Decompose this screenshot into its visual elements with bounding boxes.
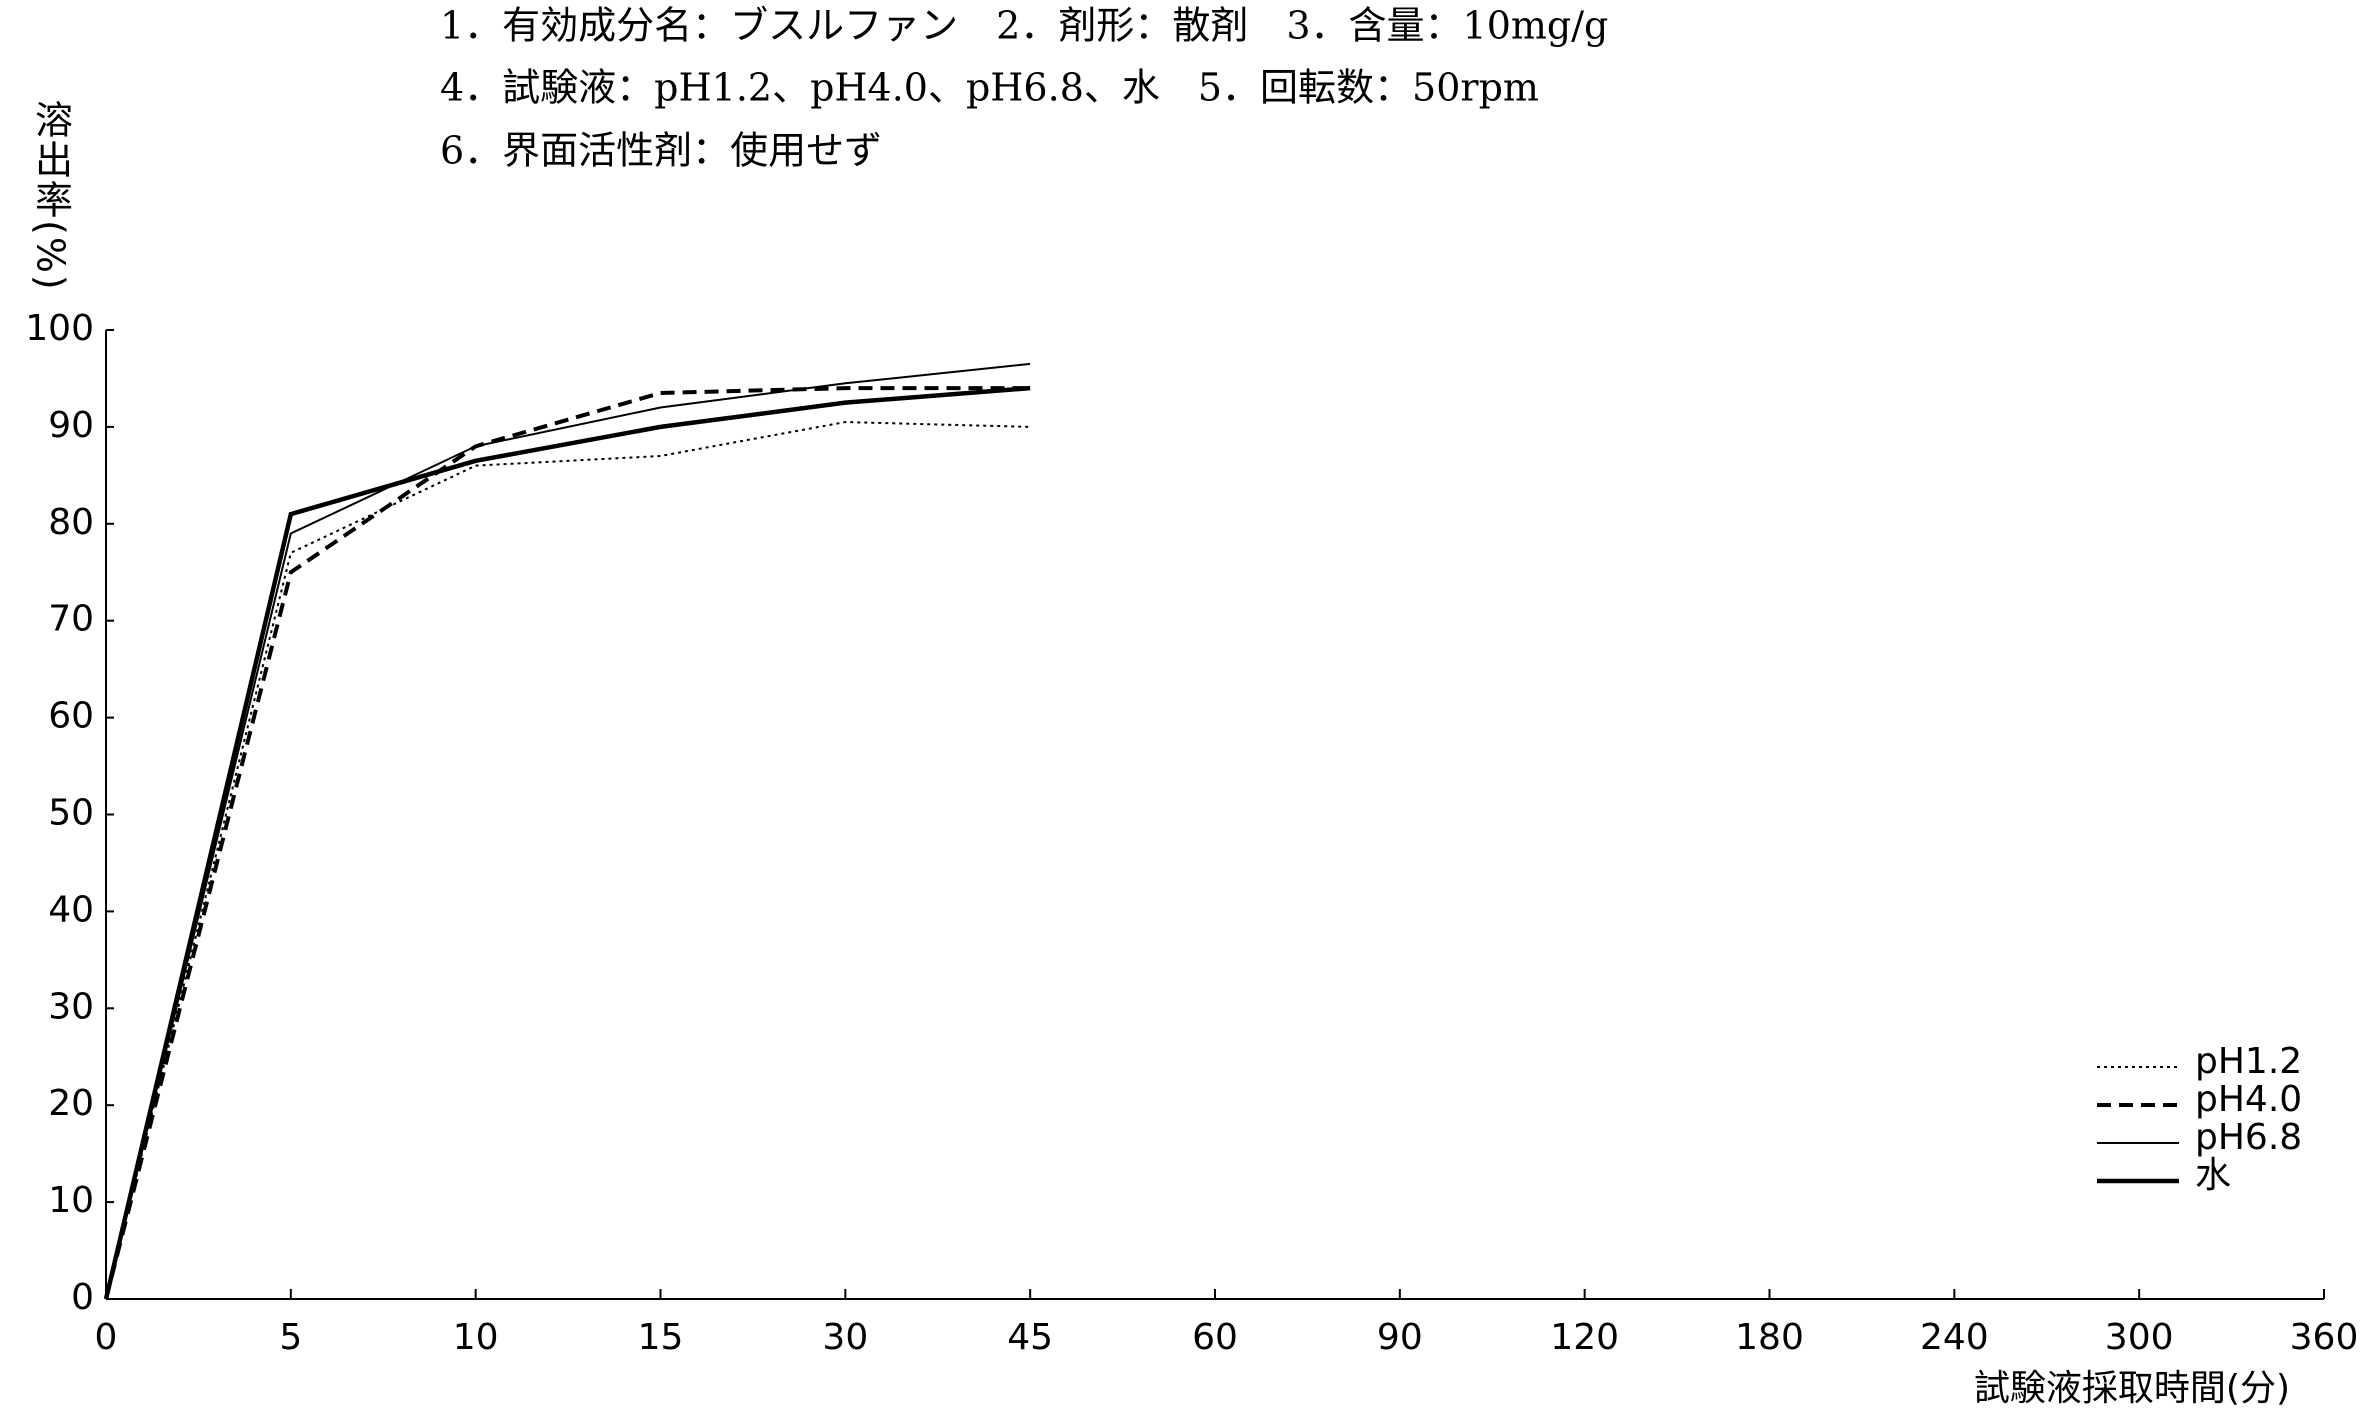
x-tick-label: 45 [1007, 1317, 1053, 1358]
y-tick-label: 50 [48, 793, 94, 834]
x-tick-label: 120 [1550, 1317, 1619, 1358]
x-tick-label: 360 [2290, 1317, 2359, 1358]
y-tick-label: 40 [48, 889, 94, 930]
x-tick-label: 0 [95, 1317, 118, 1358]
y-tick-label: 80 [48, 502, 94, 543]
x-tick-label: 240 [1920, 1317, 1989, 1358]
y-tick-label: 70 [48, 599, 94, 640]
legend-label: 水 [2195, 1155, 2231, 1196]
y-tick-label: 60 [48, 696, 94, 737]
x-axis-label: 試験液採取時間(分) [1974, 1368, 2290, 1409]
series-line [103, 385, 1031, 1300]
note: 4．試験液：pH1.2、pH4.0、pH6.8、水 5．回転数：50rpm [440, 66, 1539, 110]
legend-label: pH4.0 [2195, 1079, 2302, 1120]
x-tick-label: 90 [1377, 1317, 1423, 1358]
x-tick-label: 5 [279, 1317, 302, 1358]
x-tick-label: 180 [1735, 1317, 1804, 1358]
y-tick-label: 100 [25, 308, 94, 349]
x-tick-label: 10 [453, 1317, 499, 1358]
series-line [105, 421, 1031, 1300]
series-line [104, 386, 1031, 1300]
x-tick-label: 15 [638, 1317, 684, 1358]
y-tick-label: 10 [48, 1180, 94, 1221]
x-tick-label: 60 [1192, 1317, 1238, 1358]
y-tick-label: 30 [48, 986, 94, 1027]
y-tick-label: 0 [71, 1277, 94, 1318]
x-tick-label: 30 [822, 1317, 868, 1358]
y-axis-label: 溶出率(%) [29, 100, 73, 292]
legend-label: pH6.8 [2195, 1117, 2302, 1158]
note: 1．有効成分名：ブスルファン 2．剤形：散剤 3．含量：10mg/g [440, 4, 1608, 48]
series-line [105, 362, 1031, 1300]
y-tick-label: 90 [48, 405, 94, 446]
legend-label: pH1.2 [2195, 1041, 2302, 1082]
x-tick-label: 300 [2105, 1317, 2174, 1358]
y-tick-label: 20 [48, 1083, 94, 1124]
note: 6．界面活性剤：使用せず [440, 129, 882, 173]
